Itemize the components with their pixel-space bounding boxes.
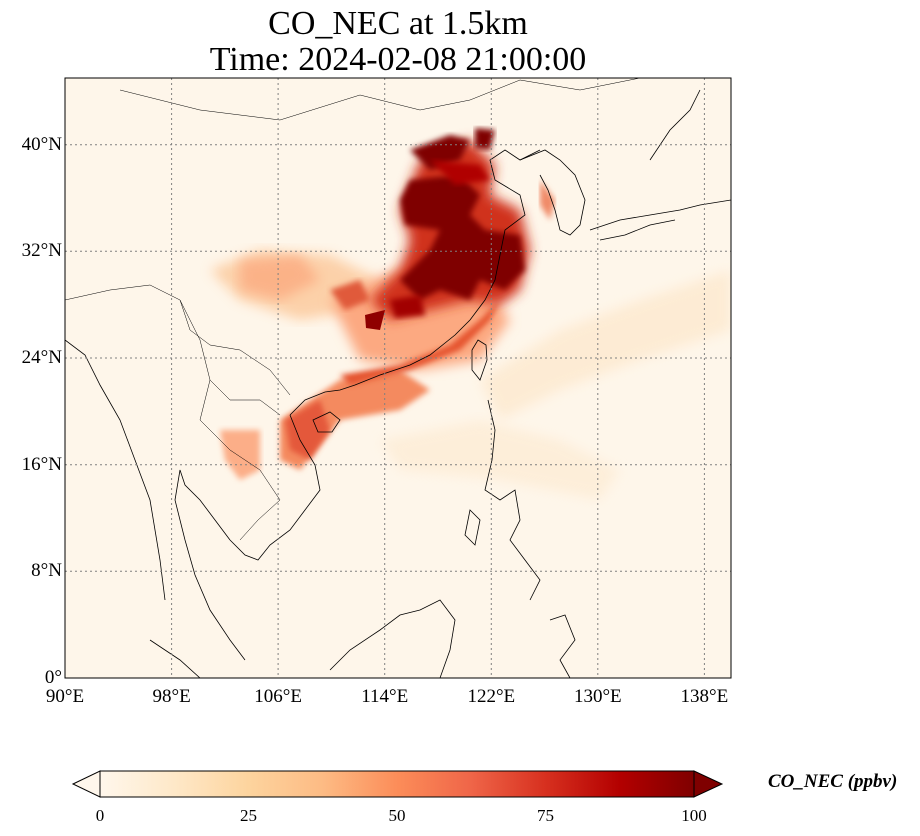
colorbar-tick-label: 75 [537,806,554,825]
concentration-field [210,128,731,500]
x-tick-label: 122°E [467,686,516,707]
colorbar [71,770,724,798]
map-time-subtitle: Time: 2024-02-08 21:00:00 [209,41,587,78]
x-tick-label: 130°E [573,686,622,707]
y-tick-label: 24°N [21,347,62,368]
x-tick-label: 138°E [680,686,729,707]
coastlines [65,89,731,678]
y-tick-label: 8°N [31,560,62,582]
y-tick-label: 16°N [21,453,62,475]
colorbar-extend-max [693,770,724,798]
y-tick-label: 32°N [21,240,62,262]
x-tick-label: 106°E [254,686,302,707]
colorbar-tick-label: 50 [388,806,406,825]
y-tick-label: 0° [44,667,62,688]
map-frame [64,77,732,679]
gridlines [65,78,731,678]
colorbar-tick-label: 100 [681,806,707,825]
x-tick-label: 98°E [152,686,191,707]
map-title: CO_NEC at 1.5km [268,5,528,42]
colorbar-tick-label: 0 [95,806,105,825]
colorbar-gradient [100,771,694,797]
country-borders [65,78,641,541]
colorbar-extend-min [71,770,101,798]
x-tick-label: 114°E [361,686,409,707]
colorbar-tick-label: 25 [240,806,257,825]
x-tick-label: 90°E [45,686,85,707]
colorbar-label: CO_NEC (ppbv) [768,771,898,792]
y-tick-label: 40°N [21,133,62,155]
